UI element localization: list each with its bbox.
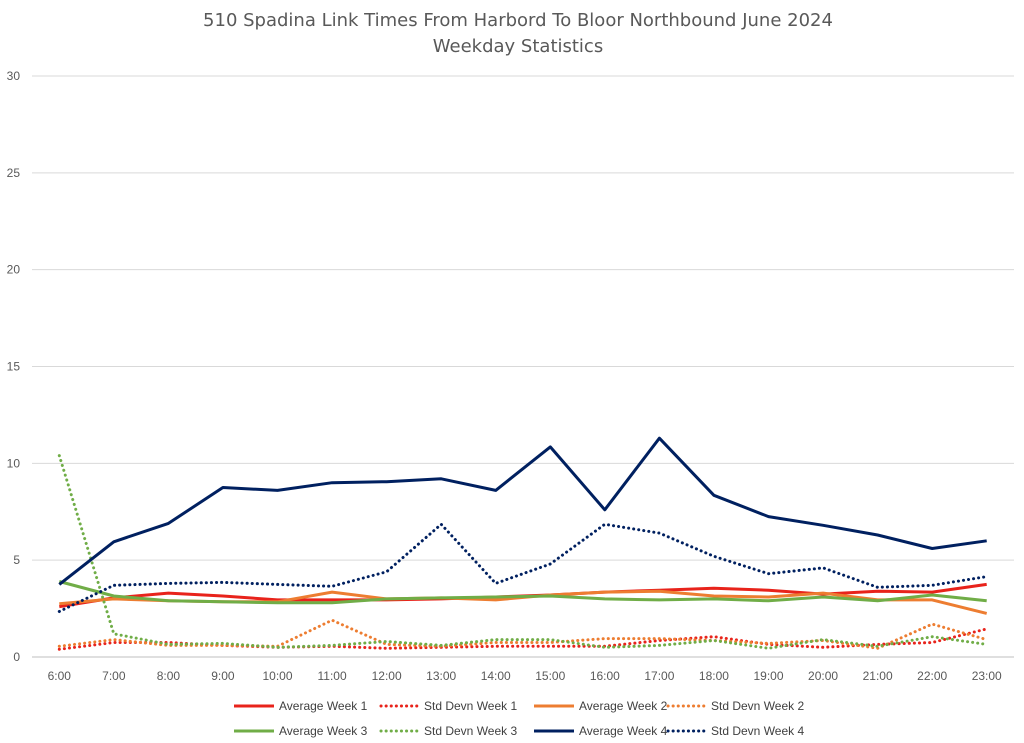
x-tick-label: 15:00	[535, 669, 565, 683]
x-tick-label: 20:00	[808, 669, 838, 683]
x-tick-label: 11:00	[317, 669, 346, 683]
y-tick-label: 20	[7, 263, 21, 277]
series-lines	[57, 436, 989, 651]
y-tick-label: 15	[7, 360, 21, 374]
x-tick-label: 23:00	[972, 669, 1002, 683]
y-axis-ticks: 0 5 10 15 20 25 30	[7, 69, 21, 664]
legend-label: Std Devn Week 4	[711, 724, 804, 738]
series-line	[58, 436, 987, 586]
x-tick-label: 14:00	[481, 669, 511, 683]
series-line	[57, 454, 989, 650]
x-tick-label: 9:00	[211, 669, 235, 683]
x-axis-ticks: 6:00 7:00 8:00 9:00 10:00 11:00 12:00 13:00 14:0…	[48, 669, 1002, 683]
y-tick-label: 30	[7, 69, 21, 83]
x-tick-label: 19:00	[753, 669, 783, 683]
y-tick-label: 5	[13, 553, 20, 567]
x-tick-label: 17:00	[644, 669, 674, 683]
legend-label: Std Devn Week 1	[424, 699, 517, 713]
legend-label: Std Devn Week 2	[711, 699, 804, 713]
x-tick-label: 12:00	[372, 669, 402, 683]
legend-label: Average Week 3	[279, 724, 368, 738]
legend: Average Week 1 Std Devn Week 1 Average Wee…	[234, 699, 804, 738]
legend-label: Average Week 4	[579, 724, 668, 738]
x-tick-label: 21:00	[863, 669, 893, 683]
series-line	[57, 618, 989, 650]
x-tick-label: 18:00	[699, 669, 729, 683]
y-tick-label: 0	[13, 650, 20, 664]
legend-label: Std Devn Week 3	[424, 724, 517, 738]
x-tick-label: 22:00	[917, 669, 947, 683]
series-line	[58, 580, 987, 605]
x-tick-label: 8:00	[157, 669, 181, 683]
chart-subtitle: Weekday Statistics	[433, 36, 603, 57]
x-tick-label: 7:00	[102, 669, 126, 683]
y-tick-label: 10	[7, 456, 21, 470]
legend-label: Average Week 2	[579, 699, 668, 713]
x-tick-label: 13:00	[426, 669, 456, 683]
x-tick-label: 10:00	[262, 669, 292, 683]
y-tick-label: 25	[7, 166, 21, 180]
gridlines	[32, 75, 1014, 658]
legend-label: Average Week 1	[279, 699, 368, 713]
series-line	[57, 627, 989, 651]
x-tick-label: 16:00	[590, 669, 620, 683]
x-tick-label: 6:00	[48, 669, 72, 683]
chart-title: 510 Spadina Link Times From Harbord To B…	[203, 10, 833, 31]
